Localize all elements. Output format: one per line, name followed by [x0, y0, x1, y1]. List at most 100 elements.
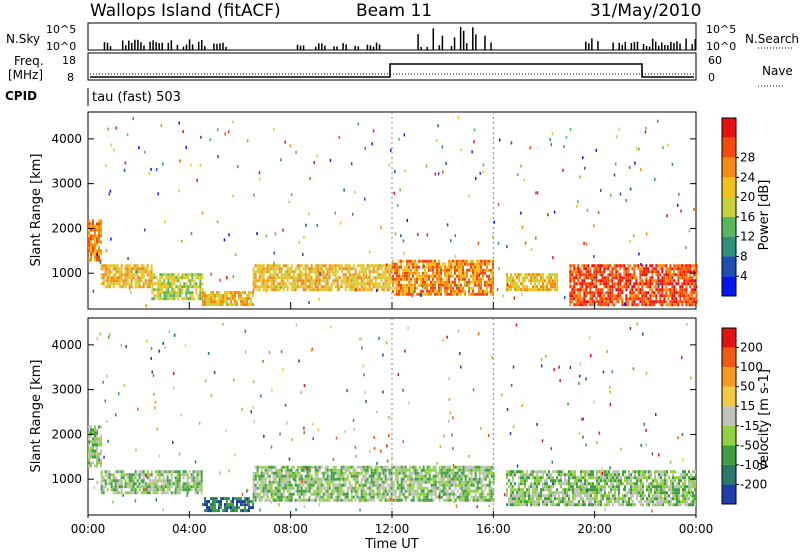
- echo-cell: [262, 477, 265, 481]
- echo-cell: [460, 268, 462, 272]
- echo-cell: [683, 282, 686, 286]
- echo-cell: [248, 500, 250, 504]
- echo-cell: [408, 465, 411, 469]
- echo-cell: [528, 491, 530, 495]
- echo-cell: [252, 285, 255, 289]
- echo-cell: [344, 273, 347, 277]
- echo-cell: [615, 282, 618, 286]
- noise-cell: [680, 209, 682, 213]
- echo-cell: [685, 303, 688, 307]
- echo-cell: [506, 503, 508, 507]
- echo-cell: [444, 262, 446, 266]
- echo-cell: [94, 255, 96, 259]
- echo-cell: [252, 294, 254, 298]
- echo-cell: [304, 480, 307, 484]
- echo-cell: [159, 282, 162, 286]
- echo-cell: [185, 285, 188, 289]
- echo-cell: [151, 297, 154, 301]
- echo-cell: [286, 276, 289, 280]
- echo-cell: [190, 476, 193, 480]
- echo-cell: [470, 471, 473, 475]
- echo-cell: [142, 267, 145, 271]
- echo-cell: [116, 279, 119, 283]
- echo-cell: [346, 282, 349, 286]
- echo-cell: [597, 291, 600, 295]
- echo-cell: [196, 491, 199, 495]
- nsky-bar: [618, 42, 620, 50]
- noise-cell: [629, 187, 632, 191]
- echo-cell: [298, 279, 301, 283]
- echo-cell: [114, 270, 117, 274]
- echo-cell: [408, 271, 410, 275]
- echo-cell: [342, 276, 345, 280]
- echo-cell: [448, 286, 450, 290]
- echo-cell: [348, 264, 351, 268]
- noise-cell: [524, 241, 527, 245]
- echo-cell: [530, 276, 532, 280]
- nsky-bar: [375, 42, 378, 50]
- echo-cell: [110, 279, 113, 283]
- echo-cell: [584, 500, 586, 504]
- echo-cell: [298, 486, 301, 490]
- echo-cell: [318, 264, 321, 268]
- echo-cell: [488, 268, 490, 272]
- nsky-bar: [636, 41, 639, 50]
- echo-cell: [394, 495, 397, 499]
- echo-cell: [414, 265, 416, 269]
- nsky-bar: [588, 43, 590, 50]
- echo-cell: [556, 503, 558, 507]
- echo-cell: [585, 264, 588, 268]
- echo-cell: [466, 274, 468, 278]
- noise-cell: [282, 228, 284, 232]
- echo-cell: [318, 468, 321, 472]
- noise-cell: [234, 253, 237, 257]
- echo-cell: [163, 285, 166, 289]
- echo-cell: [414, 489, 417, 493]
- echo-cell: [354, 468, 357, 472]
- echo-cell: [470, 265, 472, 269]
- echo-cell: [346, 498, 349, 502]
- echo-cell: [386, 279, 389, 283]
- echo-cell: [681, 303, 684, 307]
- echo-cell: [588, 470, 590, 474]
- echo-cell: [148, 491, 151, 495]
- echo-cell: [526, 479, 528, 483]
- echo-cell: [665, 285, 668, 289]
- echo-cell: [146, 279, 149, 283]
- echo-cell: [639, 297, 642, 301]
- noise-cell: [246, 139, 249, 143]
- echo-cell: [601, 303, 604, 307]
- echo-cell: [386, 492, 389, 496]
- echo-cell: [472, 286, 474, 290]
- echo-cell: [631, 303, 634, 307]
- echo-cell: [108, 285, 111, 289]
- echo-cell: [456, 474, 459, 478]
- echo-cell: [370, 465, 373, 469]
- echo-cell: [484, 471, 487, 475]
- echo-cell: [268, 498, 271, 502]
- echo-cell: [548, 491, 550, 495]
- echo-cell: [408, 486, 411, 490]
- echo-cell: [116, 264, 119, 268]
- echo-cell: [635, 264, 638, 268]
- echo-cell: [592, 497, 594, 501]
- echo-cell: [450, 498, 453, 502]
- echo-cell: [146, 285, 149, 289]
- echo-cell: [240, 303, 242, 307]
- echo-cell: [310, 288, 313, 292]
- echo-cell: [572, 482, 574, 486]
- echo-cell: [94, 455, 96, 459]
- echo-cell: [528, 273, 530, 277]
- echo-cell: [108, 270, 111, 274]
- echo-cell: [520, 473, 522, 477]
- echo-cell: [667, 267, 670, 271]
- echo-cell: [540, 488, 542, 492]
- noise-cell: [638, 147, 640, 151]
- echo-cell: [634, 470, 636, 474]
- echo-cell: [558, 491, 560, 495]
- echo-cell: [98, 231, 100, 235]
- echo-cell: [444, 268, 446, 272]
- noise-cell: [654, 177, 656, 181]
- echo-cell: [177, 279, 180, 283]
- nsky-bar: [342, 43, 344, 50]
